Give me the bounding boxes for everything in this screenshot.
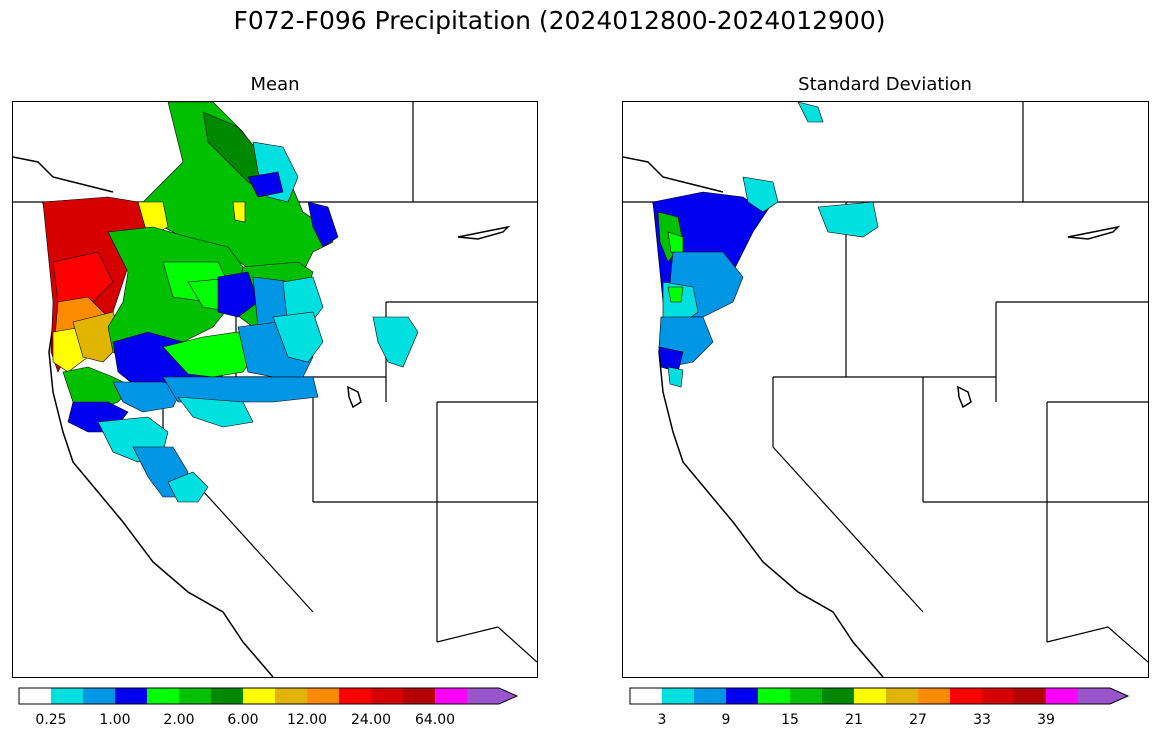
colorbar-bin <box>950 688 982 704</box>
colorbar-mean-ticks: 0.25 1.00 2.00 6.00 12.00 24.00 64.00 <box>19 712 499 732</box>
colorbar-tick-label: 64.00 <box>414 712 456 728</box>
stddev-lake <box>1067 225 1121 240</box>
colorbar-bin <box>19 688 51 704</box>
colorbar-bin <box>179 688 211 704</box>
colorbar-mean-svg <box>18 687 519 705</box>
colorbar-stddev-svg <box>629 687 1130 705</box>
mean-strait <box>13 156 114 193</box>
colorbar-bin <box>726 688 758 704</box>
colorbar-tick-label: 0.25 <box>35 712 67 728</box>
stddev-great-salt-lake <box>957 385 972 409</box>
stddev-basins <box>652 102 879 388</box>
mean-map-svg <box>13 102 537 677</box>
colorbar-tick-label: 1.00 <box>99 712 131 728</box>
colorbar-tick-label: 39 <box>1037 712 1055 728</box>
stddev-strait <box>623 156 724 193</box>
panel-title-mean: Mean <box>250 74 300 95</box>
stddev-map-svg <box>623 102 1148 677</box>
colorbar-bin <box>275 688 307 704</box>
colorbar-bin <box>339 688 371 704</box>
figure-title: F072-F096 Precipitation (2024012800-2024… <box>233 6 886 35</box>
mean-great-salt-lake <box>347 385 362 409</box>
colorbar-bin <box>403 688 435 704</box>
colorbar-bin <box>982 688 1014 704</box>
colorbar-bin <box>1078 688 1128 704</box>
colorbar-bin <box>435 688 467 704</box>
colorbar-bin <box>307 688 339 704</box>
colorbar-bin <box>758 688 790 704</box>
colorbar-bin <box>371 688 403 704</box>
colorbar-bin <box>790 688 822 704</box>
colorbar-bin <box>211 688 243 704</box>
colorbar-bin <box>822 688 854 704</box>
colorbar-outline <box>18 687 519 705</box>
colorbar-bin <box>694 688 726 704</box>
colorbar-tick-label: 24.00 <box>350 712 392 728</box>
panel-title-stddev: Standard Deviation <box>798 74 972 95</box>
colorbar-bin <box>83 688 115 704</box>
colorbar-bin <box>854 688 886 704</box>
colorbar-tick-label: 15 <box>781 712 799 728</box>
colorbar-tick-label: 21 <box>845 712 863 728</box>
colorbar-outline <box>629 687 1130 705</box>
colorbar-bin <box>662 688 694 704</box>
colorbar-bin <box>243 688 275 704</box>
colorbar-mean <box>18 687 531 706</box>
colorbar-bin <box>886 688 918 704</box>
colorbar-bin <box>630 688 662 704</box>
colorbar-tick-label: 12.00 <box>286 712 328 728</box>
colorbar-bin <box>147 688 179 704</box>
colorbar-stddev <box>629 687 1142 706</box>
colorbar-tick-label: 27 <box>909 712 927 728</box>
colorbar-tick-label: 6.00 <box>227 712 259 728</box>
mean-lake <box>457 225 511 240</box>
colorbar-tick-label: 9 <box>721 712 731 728</box>
colorbar-tick-label: 3 <box>657 712 667 728</box>
colorbar-bin <box>467 688 517 704</box>
colorbar-tick-label: 2.00 <box>163 712 195 728</box>
colorbar-bin <box>918 688 950 704</box>
colorbar-bin <box>1046 688 1078 704</box>
colorbar-tick-label: 33 <box>973 712 991 728</box>
colorbar-bin <box>115 688 147 704</box>
mean-basins <box>42 102 419 503</box>
colorbar-bin <box>1014 688 1046 704</box>
stddev-state-borders <box>623 102 1148 663</box>
colorbar-bin <box>51 688 83 704</box>
stddev-precip-map <box>622 101 1149 678</box>
mean-precip-map <box>12 101 538 678</box>
colorbar-stddev-ticks: 3 9 15 21 27 33 39 <box>630 712 1110 732</box>
